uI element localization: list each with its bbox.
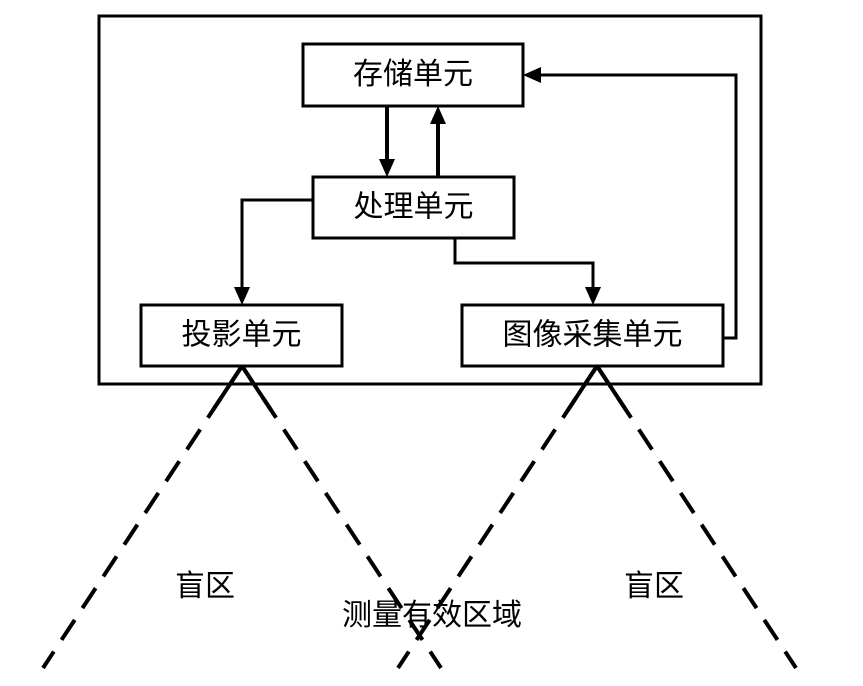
image-capture-unit-node-label: 图像采集单元 xyxy=(503,318,683,351)
projection-unit-node-label: 投影单元 xyxy=(182,318,302,351)
processing-unit-node: 处理单元 xyxy=(313,177,514,238)
storage-unit-node-label: 存储单元 xyxy=(353,58,473,91)
blind-zone-right-label: 盲区 xyxy=(624,570,684,603)
image-capture-unit-node: 图像采集单元 xyxy=(462,305,723,366)
projection-unit-node: 投影单元 xyxy=(141,305,342,366)
storage-unit-node: 存储单元 xyxy=(303,44,523,106)
effective-zone-label: 测量有效区域 xyxy=(342,599,522,632)
system-diagram: 存储单元处理单元投影单元 图像采集单元盲区测量有效区域 盲区 xyxy=(0,0,863,686)
blind-zone-left-label: 盲区 xyxy=(175,570,235,603)
processing-unit-node-label: 处理单元 xyxy=(354,190,474,223)
